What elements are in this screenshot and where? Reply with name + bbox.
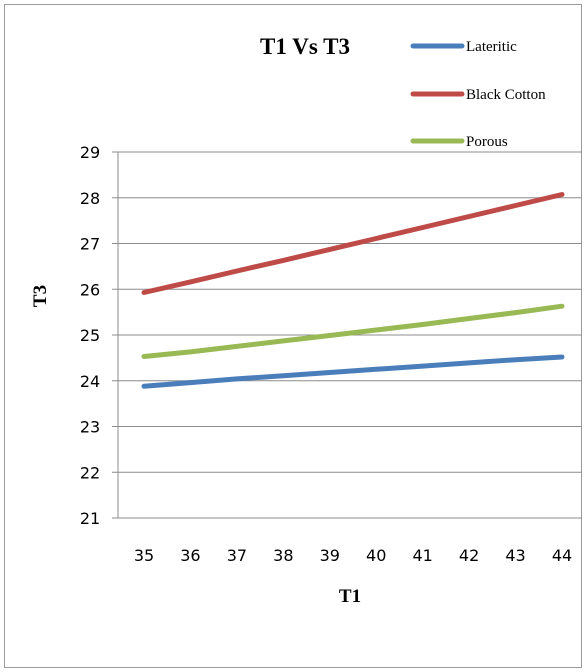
x-tick-label: 41 — [412, 546, 432, 565]
x-tick-label: 42 — [459, 546, 479, 565]
x-tick-label: 38 — [273, 546, 293, 565]
y-tick-label: 25 — [80, 326, 100, 345]
x-tick-label: 36 — [180, 546, 200, 565]
y-tick-label: 27 — [80, 235, 100, 254]
y-tick-label: 24 — [80, 372, 100, 391]
x-axis-title: T1 — [339, 586, 361, 607]
y-tick-label: 26 — [80, 280, 100, 299]
y-tick-label: 28 — [80, 189, 100, 208]
x-tick-label: 43 — [505, 546, 525, 565]
y-tick-label: 21 — [80, 509, 100, 528]
series-line-porous — [141, 303, 565, 359]
legend: Lateritic Black Cotton Porous — [410, 39, 546, 150]
series-lines — [141, 192, 565, 389]
axes — [112, 151, 582, 519]
x-tick-label: 37 — [227, 546, 247, 565]
legend-label-lateritic: Lateritic — [466, 39, 517, 55]
y-tick-label: 22 — [80, 463, 100, 482]
y-tick-label: 29 — [80, 143, 100, 162]
legend-label-black-cotton: Black Cotton — [466, 87, 546, 103]
series-line-lateritic — [141, 354, 565, 389]
y-axis-title: T3 — [30, 285, 51, 307]
chart-title: T1 Vs T3 — [260, 34, 350, 59]
x-tick-label: 40 — [366, 546, 386, 565]
x-tick-label: 39 — [320, 546, 340, 565]
series-line-black-cotton — [141, 192, 565, 295]
x-tick-label: 35 — [134, 546, 154, 565]
legend-label-porous: Porous — [466, 134, 508, 150]
x-tick-label: 44 — [552, 546, 572, 565]
tick-labels: 21 22 23 24 25 26 27 28 29 35 36 37 38 39 40 41 42 43 44 — [80, 143, 572, 565]
chart-area — [4, 4, 582, 668]
y-tick-label: 23 — [80, 418, 100, 437]
